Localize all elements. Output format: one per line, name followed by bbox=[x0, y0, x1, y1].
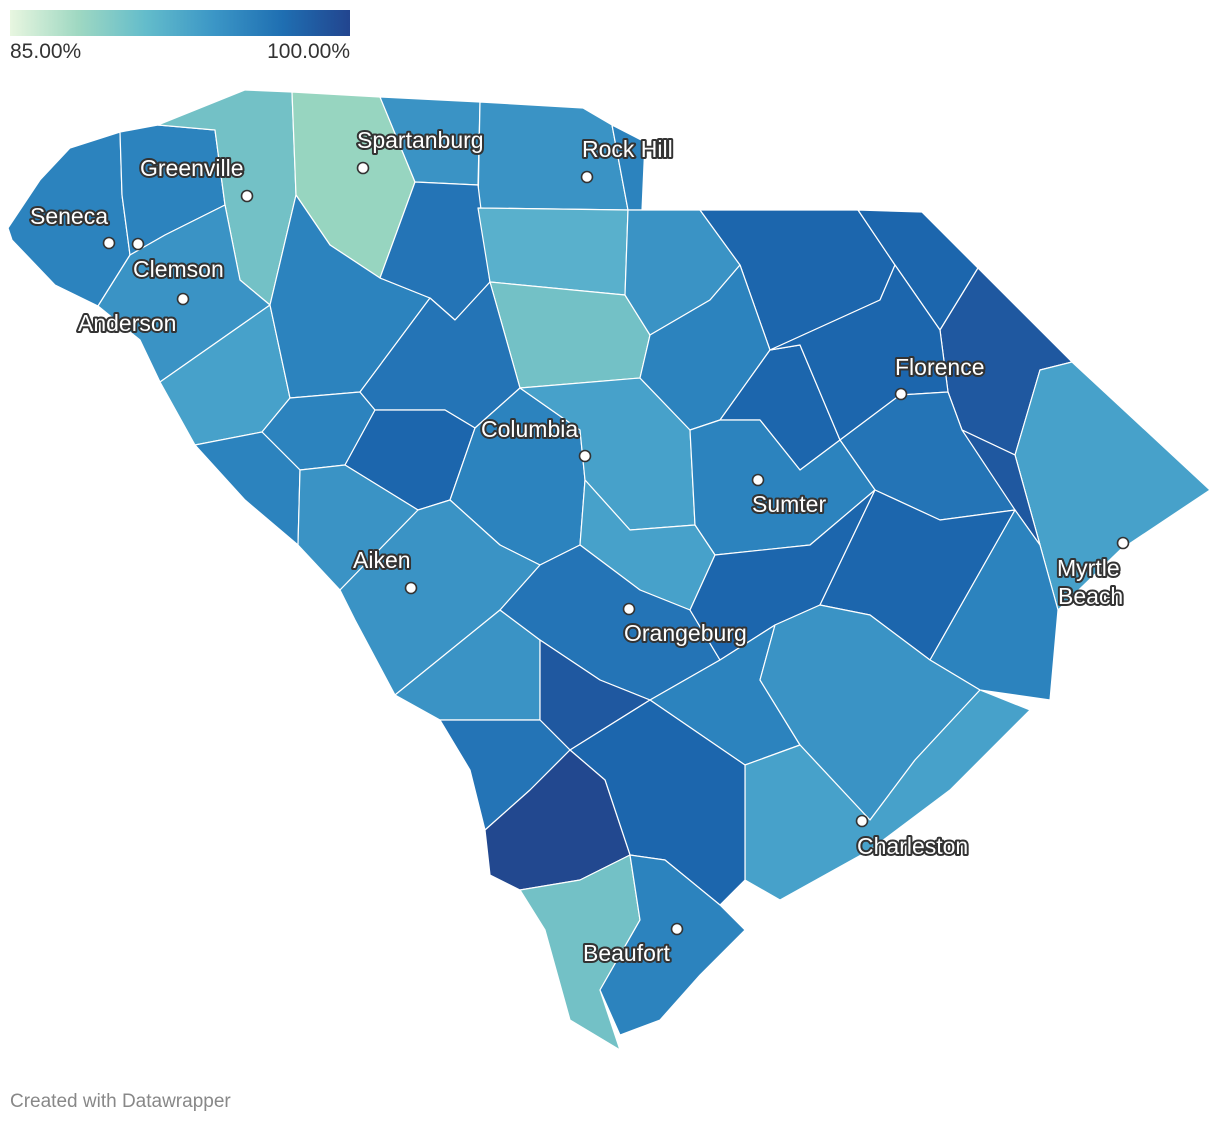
city-dot bbox=[855, 814, 869, 828]
city-label: Charleston bbox=[857, 833, 968, 859]
city-marker-orangeburg: Orangeburg bbox=[622, 602, 749, 648]
city-label: Anderson bbox=[78, 310, 176, 336]
county-layer bbox=[7, 89, 1211, 1051]
city-dot bbox=[404, 581, 418, 595]
city-dot bbox=[670, 922, 684, 936]
city-markers: Spartanburg Rock Hill Greenville Seneca … bbox=[28, 125, 1130, 968]
city-dot bbox=[580, 170, 594, 184]
city-label: Beach bbox=[1058, 583, 1123, 609]
city-marker-beaufort: Beaufort bbox=[581, 922, 684, 968]
city-label: Greenville bbox=[140, 155, 244, 181]
city-dot bbox=[622, 602, 636, 616]
city-dot bbox=[356, 161, 370, 175]
city-dot bbox=[894, 387, 908, 401]
city-label: Columbia bbox=[481, 416, 578, 442]
city-dot bbox=[751, 473, 765, 487]
city-label: Rock Hill bbox=[582, 136, 673, 162]
legend-min-label: 85.00% bbox=[10, 40, 82, 63]
city-marker-columbia: Columbia bbox=[479, 414, 592, 463]
city-marker-seneca: Seneca bbox=[28, 201, 116, 250]
city-label: Seneca bbox=[30, 203, 108, 229]
legend-gradient-bar bbox=[10, 10, 350, 36]
city-label: Florence bbox=[895, 354, 984, 380]
city-marker-anderson: Anderson bbox=[76, 292, 190, 338]
city-dot bbox=[131, 237, 145, 251]
city-dot bbox=[578, 449, 592, 463]
city-label: Sumter bbox=[752, 491, 826, 517]
city-label: Beaufort bbox=[583, 940, 671, 966]
city-label: Spartanburg bbox=[357, 127, 484, 153]
city-marker-rock-hill: Rock Hill bbox=[580, 134, 675, 184]
city-marker-greenville: Greenville bbox=[138, 153, 254, 203]
city-marker-spartanburg: Spartanburg bbox=[355, 125, 486, 175]
color-legend: 85.00% 100.00% bbox=[10, 10, 350, 64]
county-beaufort[interactable] bbox=[599, 854, 746, 1036]
city-marker-clemson: Clemson bbox=[131, 237, 226, 284]
city-dot bbox=[1116, 536, 1130, 550]
city-label: Clemson bbox=[133, 256, 224, 282]
city-marker-florence: Florence bbox=[893, 352, 986, 401]
legend-max-label: 100.00% bbox=[267, 40, 350, 63]
city-marker-aiken: Aiken bbox=[351, 545, 418, 595]
city-label: Aiken bbox=[353, 547, 411, 573]
city-dot bbox=[102, 236, 116, 250]
city-marker-sumter: Sumter bbox=[750, 473, 828, 519]
footer-credit: Created with Datawrapper bbox=[10, 1091, 231, 1112]
city-marker-charleston: Charleston bbox=[855, 814, 970, 861]
county-chester[interactable] bbox=[477, 207, 629, 296]
city-label: Myrtle bbox=[1057, 555, 1120, 581]
city-dot bbox=[176, 292, 190, 306]
city-label: Orangeburg bbox=[624, 620, 747, 646]
county-charleston[interactable] bbox=[744, 689, 1031, 901]
city-dot bbox=[240, 189, 254, 203]
